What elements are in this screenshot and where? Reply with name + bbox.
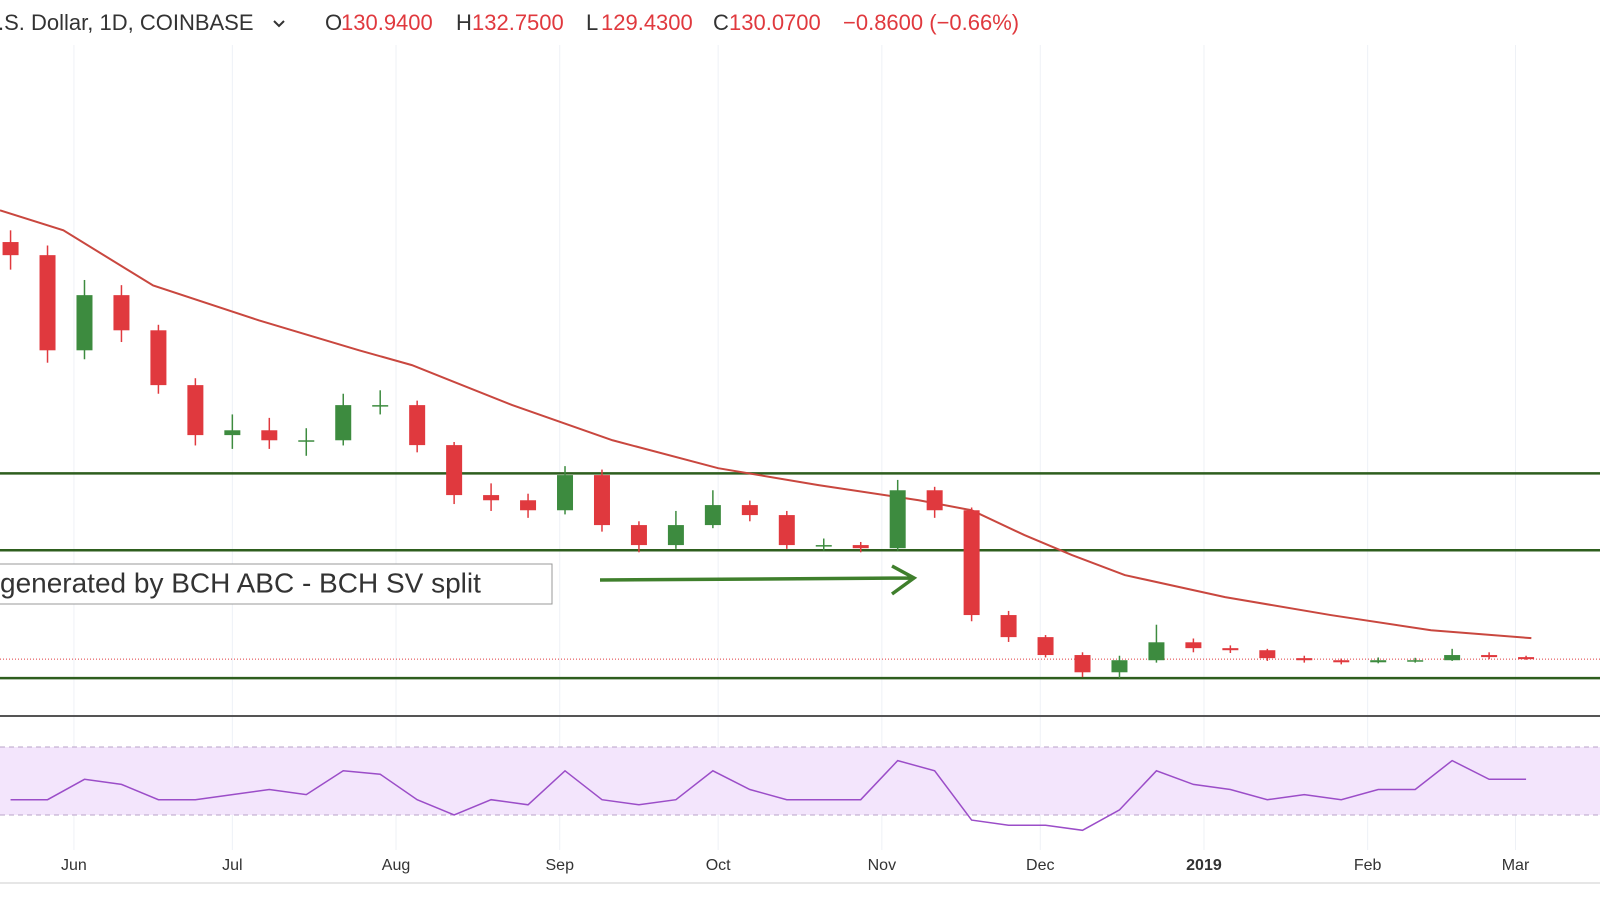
arrow bbox=[599, 564, 918, 596]
candle-body bbox=[1074, 655, 1091, 673]
change: −0.8600 (−0.66%) bbox=[843, 10, 1019, 35]
candle-body bbox=[1370, 660, 1387, 663]
candle-body bbox=[778, 515, 795, 546]
candle-body bbox=[1333, 660, 1350, 663]
candle-body bbox=[963, 510, 980, 616]
ohlc-value: 130.9400 bbox=[341, 10, 433, 35]
x-tick-label: Mar bbox=[1502, 857, 1530, 874]
candle-body bbox=[335, 405, 352, 441]
grid bbox=[73, 45, 1517, 850]
candle-body bbox=[113, 295, 130, 331]
candle-body bbox=[261, 430, 278, 441]
candle-body bbox=[298, 440, 315, 442]
candle-body bbox=[741, 505, 758, 516]
candle-body bbox=[76, 295, 93, 351]
x-tick-label: Sep bbox=[546, 857, 575, 874]
ohlc-label: L bbox=[586, 10, 598, 35]
candle-body bbox=[704, 505, 721, 526]
ohlc-value: 129.4300 bbox=[601, 10, 693, 35]
candle-body bbox=[1000, 615, 1017, 638]
candle-body bbox=[852, 545, 869, 549]
candle-body bbox=[1407, 660, 1424, 662]
candle-body bbox=[815, 545, 832, 547]
ohlc-value: 132.7500 bbox=[472, 10, 564, 35]
candle-body bbox=[372, 405, 389, 407]
candle-body bbox=[557, 475, 574, 511]
ohlc-label: O bbox=[325, 10, 342, 35]
candle-body bbox=[520, 500, 537, 511]
candle-body bbox=[593, 475, 610, 526]
candle-body bbox=[187, 385, 204, 436]
candle-body bbox=[889, 490, 906, 549]
candle-body bbox=[1296, 658, 1313, 661]
candle-body bbox=[1259, 650, 1276, 659]
candle-body bbox=[446, 445, 463, 496]
candle-body bbox=[1185, 642, 1202, 649]
x-tick-label: Jun bbox=[61, 857, 87, 874]
x-tick-label: Jul bbox=[222, 857, 242, 874]
moving-average bbox=[0, 209, 1532, 640]
x-axis: Jun Jul Aug Sep Oct Nov Dec 2019 Feb Mar bbox=[61, 857, 1530, 874]
caret[interactable] bbox=[273, 20, 285, 28]
candle-body bbox=[1518, 657, 1535, 660]
ohlc-label: H bbox=[456, 10, 472, 35]
candle-body bbox=[483, 495, 500, 501]
x-tick-label: Nov bbox=[868, 857, 896, 874]
candle-body bbox=[926, 490, 943, 511]
symbol: .S. Dollar, 1D, COINBASE bbox=[0, 10, 254, 35]
x-tick-label: Aug bbox=[382, 857, 410, 874]
candle-body bbox=[1222, 648, 1239, 651]
x-tick-label: 2019 bbox=[1186, 857, 1222, 874]
candle-body bbox=[1444, 655, 1461, 661]
rsi-line bbox=[10, 759, 1527, 832]
annotation: generated by BCH ABC - BCH SV split bbox=[0, 567, 481, 598]
x-tick-label: Dec bbox=[1026, 857, 1054, 874]
candle-body bbox=[150, 330, 167, 386]
annotation-box bbox=[0, 563, 553, 605]
candle-body bbox=[409, 405, 426, 446]
candle-body bbox=[1037, 637, 1054, 656]
candle-body bbox=[39, 255, 56, 351]
rsi-band bbox=[0, 747, 1600, 815]
rsi-pane bbox=[0, 746, 1600, 832]
price-pane bbox=[0, 209, 1600, 680]
ohlc-value: 130.0700 bbox=[729, 10, 821, 35]
candle-body bbox=[1148, 642, 1165, 661]
candle-body bbox=[2, 242, 19, 256]
candle-body bbox=[1111, 660, 1128, 673]
ohlc-label: C bbox=[713, 10, 729, 35]
candle-body bbox=[224, 430, 241, 436]
candle-body bbox=[1481, 655, 1498, 658]
candle-body bbox=[630, 525, 647, 546]
x-tick-label: Feb bbox=[1354, 857, 1382, 874]
x-tick-label: Oct bbox=[706, 857, 731, 874]
candle-body bbox=[667, 525, 684, 546]
